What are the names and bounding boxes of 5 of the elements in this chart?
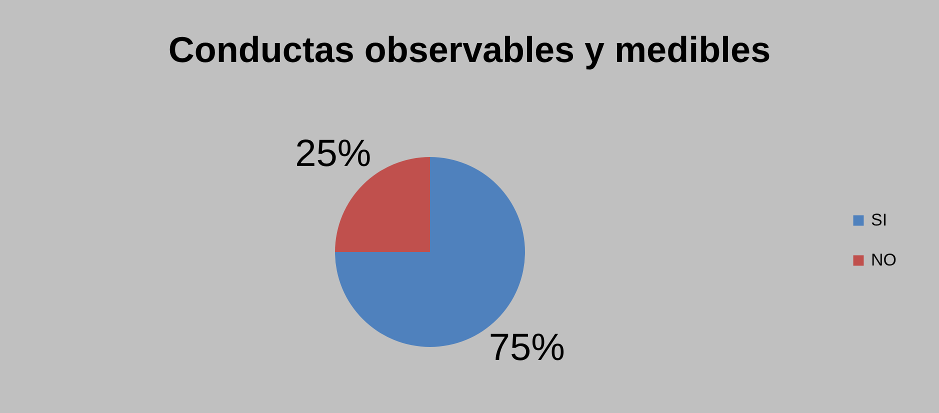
data-label: 25% (295, 133, 372, 176)
legend-label: SI (871, 210, 888, 230)
legend-label: NO (871, 250, 896, 270)
chart-title: Conductas observables y medibles (168, 29, 771, 70)
data-label: 75% (488, 326, 565, 369)
